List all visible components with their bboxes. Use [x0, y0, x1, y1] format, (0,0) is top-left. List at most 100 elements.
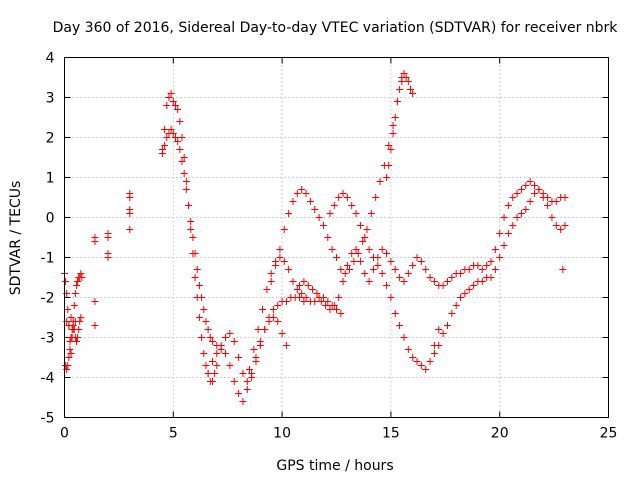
data-point [313, 290, 321, 297]
data-point [333, 254, 340, 261]
data-point [280, 258, 288, 265]
y-tick-label: 1 [46, 171, 55, 187]
data-point [280, 226, 288, 233]
data-point [522, 182, 530, 189]
data-point [171, 102, 179, 109]
data-point [226, 362, 234, 369]
data-point [72, 338, 80, 345]
data-point [457, 270, 465, 277]
data-point [354, 250, 362, 257]
data-point [557, 226, 565, 233]
data-point [195, 314, 203, 321]
data-point [91, 234, 99, 241]
data-point [65, 322, 73, 329]
data-point [269, 314, 277, 321]
data-point [69, 326, 77, 333]
data-point [182, 186, 190, 193]
x-tick-label: 20 [491, 426, 509, 442]
x-tick-label: 5 [169, 426, 178, 442]
data-point [182, 178, 190, 185]
data-point [526, 198, 534, 205]
data-point [64, 362, 72, 369]
plot-frame [64, 57, 609, 418]
data-point [526, 178, 534, 185]
data-point [561, 194, 569, 201]
data-point [282, 342, 290, 349]
data-point [496, 230, 504, 237]
data-point [304, 282, 312, 289]
data-point [559, 266, 567, 273]
data-point [504, 230, 512, 237]
data-point [330, 202, 338, 209]
data-point [337, 266, 345, 273]
data-point [71, 318, 79, 325]
data-point [374, 262, 382, 269]
data-point [171, 134, 179, 141]
data-point [487, 258, 495, 265]
data-point [448, 310, 456, 317]
data-point [389, 122, 397, 129]
data-point [174, 138, 182, 145]
data-point [226, 330, 234, 337]
data-point [187, 226, 195, 233]
data-point [245, 366, 253, 373]
data-point [235, 390, 243, 397]
data-point [269, 306, 277, 313]
data-point [317, 298, 325, 305]
data-point [350, 258, 358, 265]
data-point [178, 134, 186, 141]
data-point [300, 298, 308, 305]
data-point [544, 202, 552, 209]
data-point [385, 162, 393, 169]
data-point [337, 310, 345, 317]
data-point [191, 274, 199, 281]
chart-title: Day 360 of 2016, Sidereal Day-to-day VTE… [53, 20, 619, 36]
data-point [261, 326, 269, 333]
data-point [265, 318, 273, 325]
data-point [413, 254, 421, 261]
data-point [404, 270, 412, 277]
data-point [169, 130, 177, 137]
data-point [339, 278, 347, 285]
data-point [198, 334, 206, 341]
data-point [176, 118, 184, 125]
data-point [383, 282, 391, 289]
data-point [311, 206, 319, 213]
data-point [70, 302, 78, 309]
data-point [430, 350, 438, 357]
data-point [548, 214, 556, 221]
data-point [396, 274, 404, 281]
data-point [422, 366, 430, 373]
data-point [391, 310, 399, 317]
data-point [180, 170, 188, 177]
data-point [274, 318, 282, 325]
data-point [217, 346, 225, 353]
data-point [422, 266, 430, 273]
x-tick-label: 0 [60, 426, 69, 442]
y-tick-label: -1 [41, 251, 55, 267]
data-point [191, 250, 199, 257]
data-points [61, 70, 569, 405]
data-point [402, 74, 410, 81]
x-tick-labels: 0 5 10 15 20 25 [60, 426, 617, 442]
y-tick-labels: -5 -4 -3 -2 -1 0 1 2 3 4 [41, 51, 55, 427]
y-axis-label: SDTVAR / TECUs [8, 181, 24, 296]
data-point [343, 262, 351, 269]
data-point [531, 190, 539, 197]
data-point [391, 114, 399, 121]
data-point [213, 362, 221, 369]
data-point [387, 294, 395, 301]
data-point [185, 202, 193, 209]
data-point [187, 218, 195, 225]
data-point [293, 190, 301, 197]
data-point [276, 246, 284, 253]
data-point [289, 278, 297, 285]
data-point [163, 102, 171, 109]
data-point [439, 330, 447, 337]
data-point [296, 282, 304, 289]
data-point [104, 254, 112, 261]
data-point [409, 90, 417, 97]
data-point [300, 278, 308, 285]
data-point [385, 142, 393, 149]
data-point [180, 154, 188, 161]
